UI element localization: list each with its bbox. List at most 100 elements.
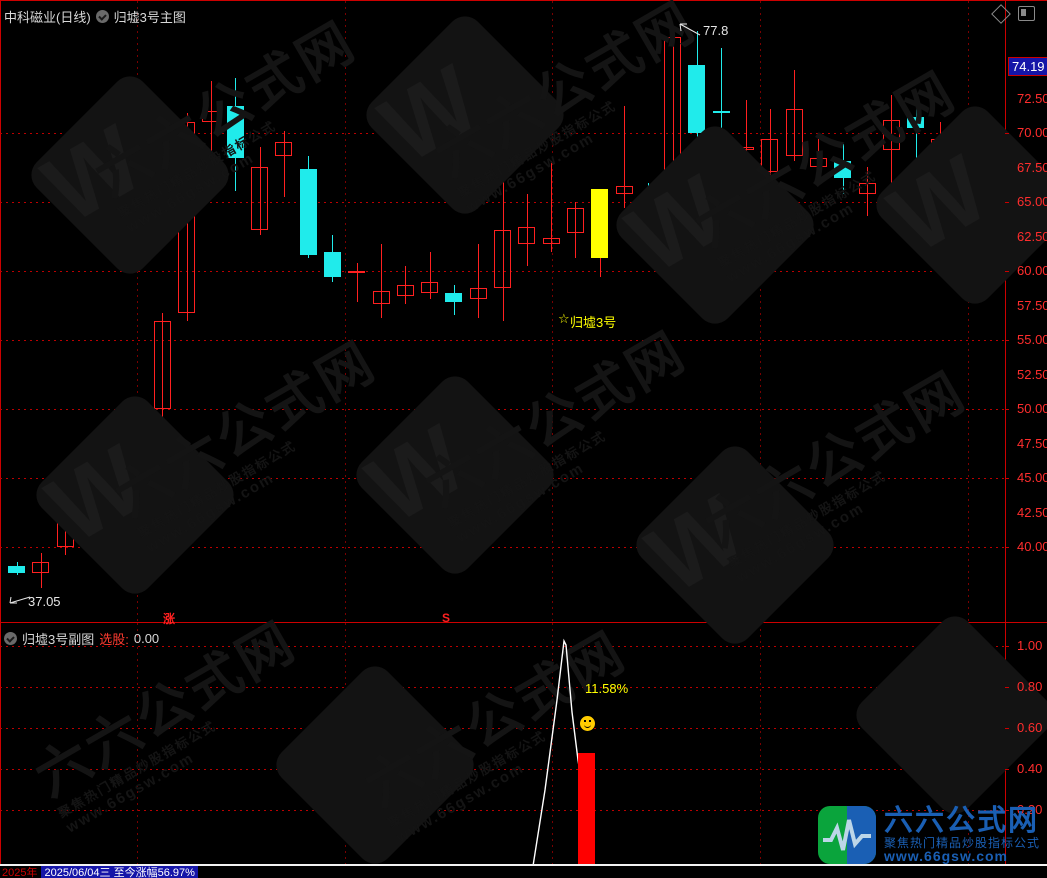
status-year: 2025年 bbox=[2, 867, 38, 878]
gridline-v bbox=[760, 1, 761, 621]
candle-wick bbox=[794, 70, 795, 162]
logo-url: www.66gsw.com bbox=[884, 848, 1008, 865]
candle-wick bbox=[284, 130, 285, 197]
axis-tick bbox=[1005, 478, 1009, 479]
y-axis-label: 42.50 bbox=[1017, 505, 1047, 520]
signal-label: 归墟3号 bbox=[570, 315, 617, 330]
gridline bbox=[0, 133, 1005, 134]
candle-body bbox=[542, 238, 560, 244]
candle-body bbox=[591, 188, 609, 258]
gridline-v bbox=[552, 1, 553, 621]
gridline bbox=[0, 769, 1005, 770]
candle-body bbox=[323, 252, 341, 277]
site-logo: 六六公式网 聚焦热门精品炒股指标公式 www.66gsw.com bbox=[818, 806, 1040, 864]
candle-wick bbox=[721, 47, 722, 150]
candle-body bbox=[105, 494, 123, 509]
axis-tick bbox=[1005, 202, 1009, 203]
candle-body bbox=[32, 562, 50, 574]
candle-body bbox=[980, 174, 997, 228]
y-axis-label: 67.50 bbox=[1017, 160, 1047, 175]
instrument-title: 中科磁业(日线) bbox=[4, 10, 91, 25]
candle-body bbox=[688, 64, 706, 134]
collapse-icon[interactable] bbox=[4, 632, 17, 645]
watermark-subtitle: 聚焦热门精品炒股指标公式 bbox=[135, 437, 299, 541]
y-axis-label: 1.00 bbox=[1017, 638, 1043, 653]
watermark-url: www.66gsw.com bbox=[453, 459, 588, 547]
candle-body bbox=[761, 138, 779, 173]
logo-title: 六六公式网 bbox=[884, 805, 1040, 838]
y-axis-label: 72.50 bbox=[1017, 91, 1047, 106]
y-axis-label: 65.00 bbox=[1017, 194, 1047, 209]
watermark-title: 六六公式网 bbox=[695, 360, 977, 558]
candle-body bbox=[809, 158, 827, 167]
high-arrow-icon bbox=[679, 23, 701, 36]
candle-wick bbox=[381, 243, 382, 319]
watermark-url: www.66gsw.com bbox=[143, 469, 278, 557]
candle-wick bbox=[260, 147, 261, 236]
candle-body bbox=[931, 138, 949, 153]
star-icon: ☆ bbox=[558, 311, 570, 326]
y-axis-label: 50.00 bbox=[1017, 401, 1047, 416]
status-text: 2025/06/04三 至今涨幅56.97% bbox=[41, 866, 198, 878]
axis-tick bbox=[1005, 687, 1009, 688]
candle-body bbox=[639, 213, 657, 230]
select-label: 选股: bbox=[99, 632, 129, 647]
zhang-marker: 涨 bbox=[163, 612, 176, 626]
panel-icon[interactable] bbox=[1018, 6, 1035, 21]
axis-tick bbox=[1005, 646, 1009, 647]
candle-wick bbox=[527, 194, 528, 266]
y-axis-label: 52.50 bbox=[1017, 367, 1047, 382]
watermark-title: 六六公式网 bbox=[415, 320, 697, 518]
axis-tick bbox=[1005, 340, 1009, 341]
candle-body bbox=[251, 166, 268, 230]
axis-tick bbox=[1005, 271, 1009, 272]
candle-body bbox=[445, 293, 463, 302]
candle-wick bbox=[964, 150, 965, 200]
candle-wick bbox=[430, 252, 431, 299]
sub-indicator-name: 归墟3号副图 bbox=[22, 632, 95, 647]
logo-subtitle: 聚焦热门精品炒股指标公式 bbox=[884, 835, 1041, 850]
s-marker: S bbox=[442, 611, 451, 625]
gridline bbox=[0, 547, 1005, 548]
gridline bbox=[0, 271, 1005, 272]
axis-tick bbox=[1005, 133, 1009, 134]
candle-body bbox=[56, 497, 74, 547]
collapse-icon[interactable] bbox=[95, 10, 109, 23]
gridline bbox=[0, 810, 1005, 811]
candle-wick bbox=[503, 158, 504, 321]
current-price-badge: 74.19 bbox=[1008, 57, 1047, 76]
y-axis-label: 40.00 bbox=[1017, 539, 1047, 554]
watermark-url: www.66gsw.com bbox=[733, 499, 868, 587]
sub-pane-header: 归墟3号副图 选股: 0.00 bbox=[4, 629, 159, 648]
candle-wick bbox=[478, 243, 479, 319]
candle-body bbox=[712, 111, 730, 114]
y-axis-label: 0.60 bbox=[1017, 720, 1043, 735]
candle-wick bbox=[162, 312, 163, 445]
y-axis-label: 55.00 bbox=[1017, 332, 1047, 347]
axis-tick bbox=[1005, 728, 1009, 729]
candle-wick bbox=[357, 263, 358, 302]
y-axis-label: 0.40 bbox=[1017, 761, 1043, 776]
diamond-icon[interactable] bbox=[991, 3, 1011, 24]
candle-wick bbox=[746, 100, 747, 192]
candle-body bbox=[80, 491, 98, 498]
main-indicator-name: 归墟3号主图 bbox=[113, 10, 186, 25]
gridline-v bbox=[760, 623, 761, 868]
candle-body bbox=[372, 290, 390, 305]
candle-body bbox=[785, 108, 803, 156]
candle-body bbox=[178, 122, 196, 313]
candle-body bbox=[469, 287, 487, 299]
candle-body bbox=[153, 320, 171, 410]
smiley-icon bbox=[580, 716, 595, 731]
status-bar: 2025年 2025/06/04三 至今涨幅56.97% bbox=[0, 866, 1047, 878]
candle-wick bbox=[916, 103, 917, 167]
candle-body bbox=[129, 420, 147, 490]
candle-body bbox=[566, 207, 584, 233]
candle-body bbox=[396, 285, 414, 297]
candle-body bbox=[882, 119, 900, 150]
gridline bbox=[0, 646, 1005, 647]
gridline bbox=[0, 728, 1005, 729]
y-axis-label: 45.00 bbox=[1017, 470, 1047, 485]
candle-body bbox=[664, 36, 682, 211]
